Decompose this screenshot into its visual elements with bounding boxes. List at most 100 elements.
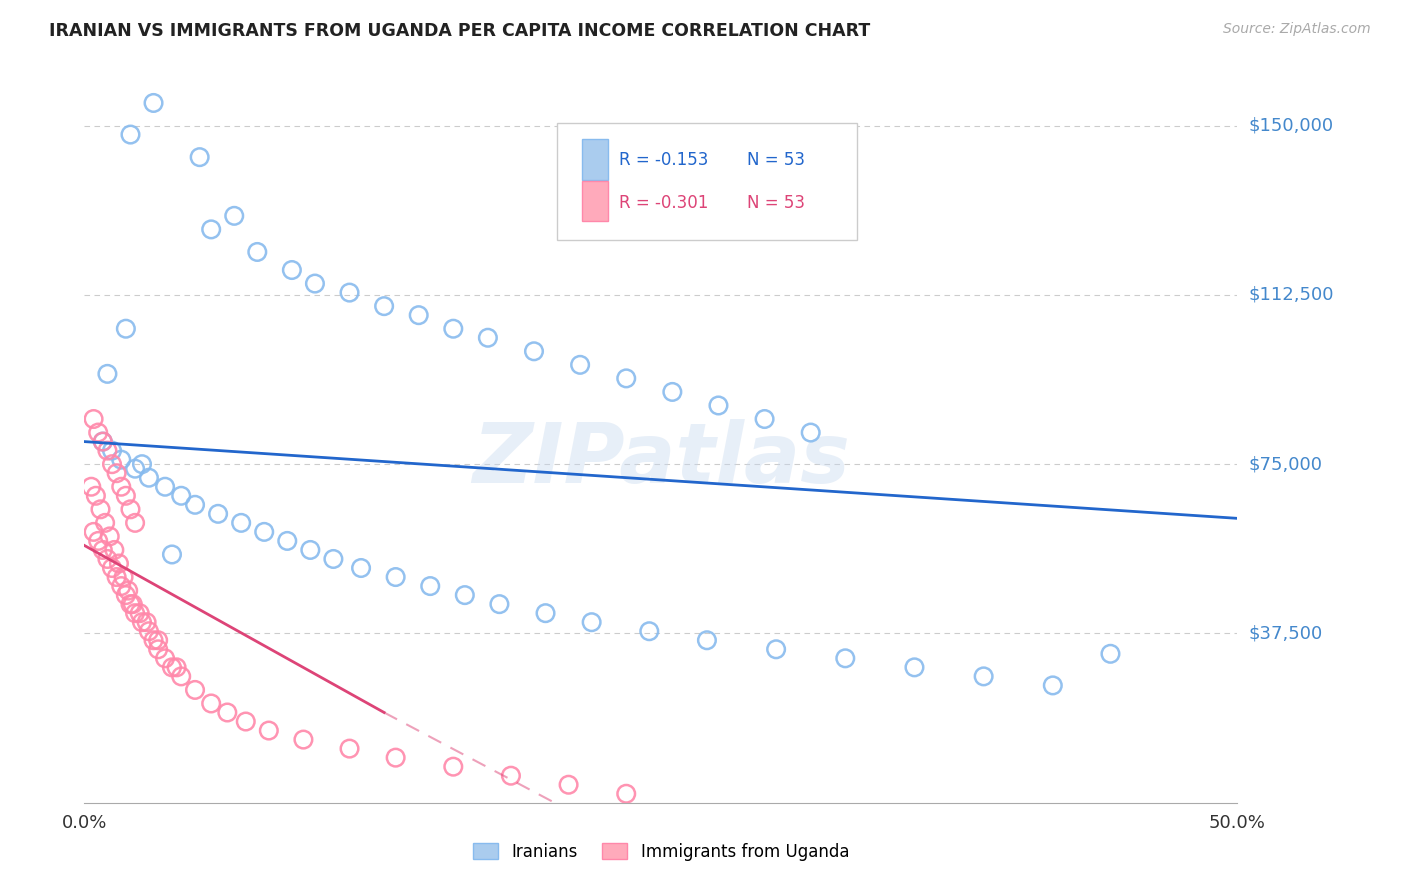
Point [120, 502, 142, 516]
FancyBboxPatch shape [557, 122, 856, 240]
Point [96, 552, 118, 566]
Point [89, 502, 111, 516]
Point [488, 597, 510, 611]
Point [96, 443, 118, 458]
Point [707, 399, 730, 413]
Point [224, 209, 246, 223]
Text: R = -0.301: R = -0.301 [619, 194, 709, 212]
Point [765, 642, 787, 657]
Point [419, 579, 441, 593]
Point [276, 533, 298, 548]
Point [112, 570, 135, 584]
Point [408, 308, 430, 322]
Point [115, 322, 138, 336]
Point [170, 489, 193, 503]
Text: N = 53: N = 53 [748, 194, 806, 212]
Point [754, 412, 776, 426]
Point [101, 457, 124, 471]
Point [1099, 647, 1122, 661]
Point [973, 669, 995, 683]
Point [246, 244, 269, 259]
Point [557, 778, 579, 792]
Point [231, 516, 253, 530]
Point [87, 425, 110, 440]
Point [384, 570, 406, 584]
Point [146, 642, 169, 657]
Point [184, 498, 207, 512]
FancyBboxPatch shape [582, 181, 607, 221]
Point [160, 660, 183, 674]
Point [253, 524, 276, 539]
Text: IRANIAN VS IMMIGRANTS FROM UGANDA PER CAPITA INCOME CORRELATION CHART: IRANIAN VS IMMIGRANTS FROM UGANDA PER CA… [49, 22, 870, 40]
Text: Source: ZipAtlas.com: Source: ZipAtlas.com [1223, 22, 1371, 37]
Point [534, 606, 557, 620]
Point [87, 533, 110, 548]
Point [614, 787, 637, 801]
Point [131, 615, 153, 630]
Point [339, 285, 361, 300]
Point [441, 760, 464, 774]
Text: $112,500: $112,500 [1249, 285, 1334, 304]
Point [200, 222, 222, 236]
Point [110, 480, 132, 494]
Point [217, 706, 239, 720]
Point [903, 660, 925, 674]
Point [124, 606, 146, 620]
Point [339, 741, 361, 756]
Point [207, 507, 229, 521]
Point [124, 516, 146, 530]
Point [350, 561, 373, 575]
Text: N = 53: N = 53 [748, 151, 806, 169]
Point [103, 543, 125, 558]
Point [138, 471, 160, 485]
Point [235, 714, 257, 729]
Point [120, 128, 142, 142]
Point [184, 682, 207, 697]
Point [124, 461, 146, 475]
Point [91, 434, 114, 449]
Point [142, 633, 165, 648]
Point [83, 412, 105, 426]
Point [142, 95, 165, 110]
Point [696, 633, 718, 648]
Point [83, 524, 105, 539]
Point [800, 425, 823, 440]
Point [257, 723, 280, 738]
Point [110, 452, 132, 467]
Point [105, 466, 128, 480]
Point [80, 480, 103, 494]
Point [84, 489, 107, 503]
Point [304, 277, 326, 291]
Text: ZIPatlas: ZIPatlas [472, 418, 849, 500]
Point [117, 583, 139, 598]
Point [96, 367, 118, 381]
Point [581, 615, 603, 630]
Point [120, 597, 142, 611]
Point [834, 651, 856, 665]
Point [91, 434, 114, 449]
Point [441, 322, 464, 336]
Point [166, 660, 188, 674]
Point [1042, 678, 1064, 692]
Point [281, 263, 304, 277]
Text: $37,500: $37,500 [1249, 624, 1323, 642]
Point [91, 543, 114, 558]
Point [523, 344, 546, 359]
Point [499, 769, 522, 783]
Point [115, 489, 138, 503]
Point [200, 697, 222, 711]
Point [569, 358, 592, 372]
Point [138, 624, 160, 639]
Point [170, 669, 193, 683]
Point [131, 457, 153, 471]
Point [373, 299, 395, 313]
FancyBboxPatch shape [582, 139, 607, 179]
Point [105, 570, 128, 584]
Point [101, 443, 124, 458]
Point [101, 561, 124, 575]
Point [94, 516, 117, 530]
Point [153, 651, 176, 665]
Point [638, 624, 661, 639]
Point [153, 480, 176, 494]
Text: $150,000: $150,000 [1249, 117, 1333, 135]
